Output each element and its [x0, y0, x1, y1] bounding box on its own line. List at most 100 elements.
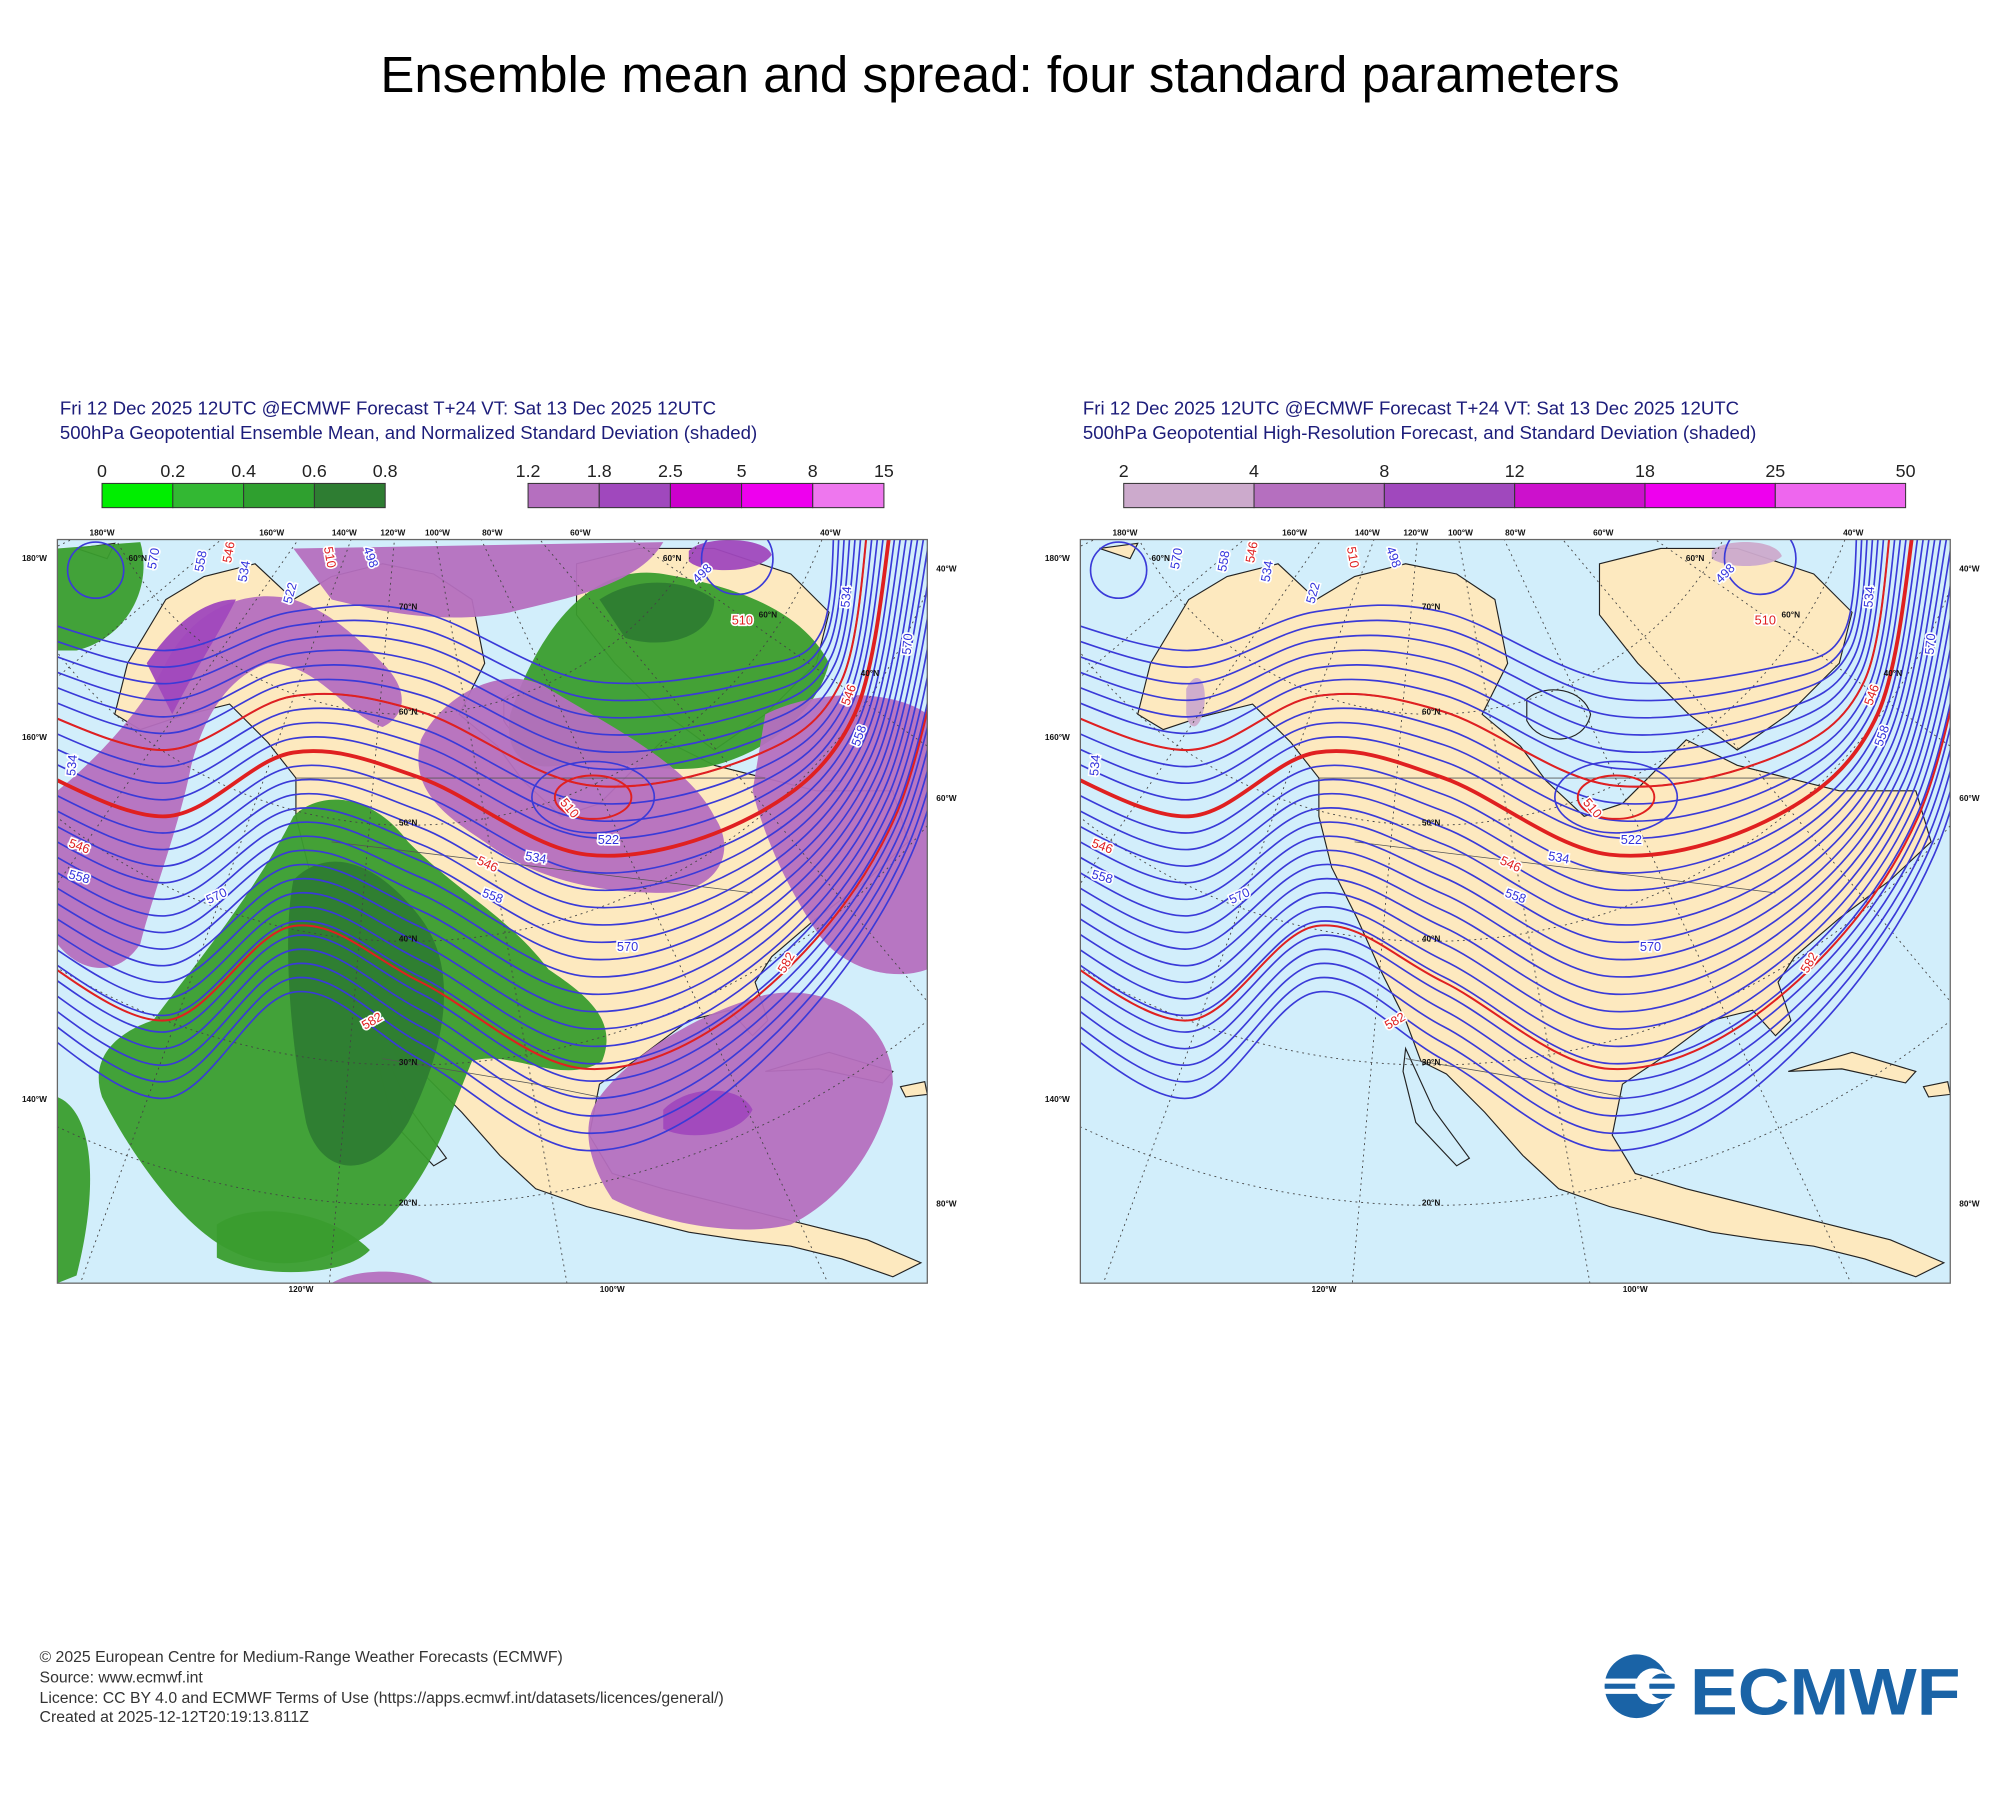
- latitude-label: 60°N: [1782, 609, 1801, 619]
- contour-label: 570: [617, 939, 638, 954]
- contour-line: [57, 539, 925, 961]
- longitude-label: 140°W: [1045, 1094, 1070, 1104]
- colorbar-tick-label: 8: [1379, 461, 1389, 481]
- colorbar-tick-label: 8: [808, 461, 818, 481]
- shaded-area: [146, 599, 236, 715]
- longitude-label: 140°W: [1355, 528, 1380, 538]
- latitude-label: 30°N: [1422, 1057, 1441, 1067]
- shaded-area: [599, 582, 715, 643]
- latitude-label: 70°N: [1422, 602, 1441, 612]
- map-frame: [1079, 538, 1951, 1284]
- latitude-label: 20°N: [399, 1197, 418, 1207]
- colorbar-segment: [669, 482, 743, 509]
- longitude-label: 100°W: [600, 1284, 625, 1294]
- contour-line: [57, 788, 928, 1134]
- contour-line: [1080, 539, 1902, 823]
- contour-label: 546: [219, 540, 237, 564]
- logo-mark: [1594, 1688, 1687, 1694]
- contour-line: [57, 539, 879, 823]
- contour-label: 510: [1755, 613, 1776, 628]
- meridian: [1562, 539, 1951, 1003]
- contour-line: [57, 723, 928, 1082]
- latitude-label: 60°N: [1686, 553, 1705, 563]
- longitude-label: 60°W: [1959, 793, 1980, 803]
- colorbar-segment: [172, 482, 245, 509]
- colorbar-tick-label: 25: [1765, 461, 1785, 481]
- contour-line: [1080, 539, 1919, 874]
- longitude-label: 180°W: [22, 553, 47, 563]
- colorbar-segment: [313, 482, 386, 509]
- colorbar-segment: [741, 482, 814, 509]
- contour-line: [57, 539, 862, 771]
- contour-line: [1080, 539, 1907, 840]
- colorbar-segment: [1514, 482, 1646, 509]
- map-area: [1080, 539, 1951, 1284]
- colorbar-segment: [1774, 482, 1907, 509]
- longitude-label: 160°W: [22, 732, 47, 742]
- meridian: [539, 539, 928, 1003]
- contour-line: [57, 539, 851, 736]
- island: [1788, 1051, 1917, 1084]
- contour-label: 534: [1547, 848, 1571, 866]
- latitude-label: 60°N: [759, 609, 778, 619]
- panel-header: Fri 12 Dec 2025 12UTC @ECMWF Forecast T+…: [60, 398, 716, 419]
- contour-line: [1080, 723, 1951, 1082]
- colorbar-segment: [812, 482, 885, 509]
- colorbar-tick-label: 0.4: [231, 461, 256, 481]
- logo: ECMWF: [1594, 1654, 1960, 1729]
- contour-line: [57, 614, 928, 1013]
- contour-line: [57, 581, 928, 996]
- longitude-label: 120°W: [1312, 1284, 1337, 1294]
- latitude-label: 60°N: [128, 553, 147, 563]
- footer-line: Created at 2025-12-12T20:19:13.811Z: [40, 1709, 310, 1726]
- longitude-label: 60°W: [1593, 528, 1614, 538]
- contour-line: [1080, 545, 1951, 978]
- contour-line: [1080, 746, 1951, 1100]
- contour-label: 570: [1640, 939, 1661, 954]
- contour-label: 510: [321, 545, 339, 569]
- colorbar-segment: [527, 482, 600, 509]
- colorbar-segment: [243, 482, 315, 509]
- longitude-label: 80°W: [936, 1199, 957, 1209]
- contour-line: [1080, 808, 1951, 1152]
- shaded-area: [752, 695, 928, 975]
- contour-label: 546: [1242, 540, 1260, 564]
- contour-line: [1080, 645, 1951, 1030]
- longitude-label: 160°W: [1045, 732, 1070, 742]
- longitude-label: 40°W: [820, 528, 841, 538]
- colorbar-tick-label: 0.8: [373, 461, 398, 481]
- contour-label: 534: [1860, 586, 1877, 609]
- panel-header: 500hPa Geopotential High-Resolution Fore…: [1083, 422, 1756, 443]
- colorbar-segment: [598, 482, 671, 509]
- meridian: [1458, 539, 1591, 1284]
- footer-line: Licence: CC BY 4.0 and ECMWF Terms of Us…: [40, 1690, 724, 1707]
- contour-line: [57, 539, 913, 926]
- colorbar-tick-label: 50: [1896, 461, 1916, 481]
- contour-label: 522: [1303, 581, 1323, 605]
- latitude-label: 20°N: [1422, 1197, 1441, 1207]
- colorbar-segment: [1383, 482, 1516, 509]
- longitude-label: 80°W: [482, 528, 503, 538]
- contour-line: [57, 808, 928, 1152]
- latitude-label: 60°N: [1151, 553, 1170, 563]
- contour-label: 558: [67, 866, 91, 886]
- longitude-label: 60°W: [570, 528, 591, 538]
- contour-line: [1080, 699, 1951, 1065]
- colorbar-tick-label: 0: [97, 461, 107, 481]
- latitude-label: 40°N: [861, 668, 880, 678]
- footer-line: © 2025 European Centre for Medium-Range …: [40, 1649, 563, 1666]
- shaded-area: [663, 1090, 753, 1136]
- contour-line: [57, 539, 891, 858]
- latitude-label: 70°N: [399, 602, 418, 612]
- contour-line: [1080, 614, 1951, 1013]
- contour-line: [57, 673, 928, 1048]
- shaded-area: [57, 1096, 90, 1284]
- longitude-label: 60°W: [936, 793, 957, 803]
- colorbar-tick-label: 0.6: [302, 461, 327, 481]
- contour-line: [57, 539, 873, 805]
- contour-line: [1080, 673, 1951, 1048]
- latitude-circle: [1080, 1019, 1951, 1206]
- contour-label: 570: [899, 633, 916, 656]
- shaded-area: [293, 542, 664, 618]
